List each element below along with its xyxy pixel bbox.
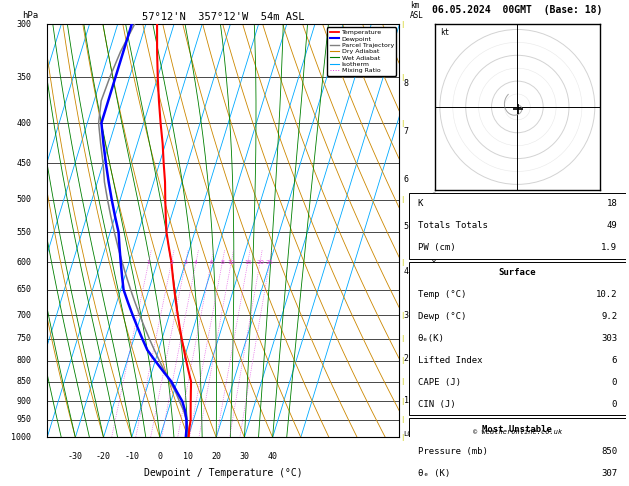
Text: 10: 10 bbox=[183, 452, 193, 461]
Text: 0: 0 bbox=[612, 378, 617, 387]
Text: 9.2: 9.2 bbox=[601, 312, 617, 321]
Text: θₑ (K): θₑ (K) bbox=[418, 469, 450, 478]
Text: 6: 6 bbox=[404, 175, 409, 184]
Text: Temp (°C): Temp (°C) bbox=[418, 290, 466, 299]
Text: Mixing Ratio (g/kg): Mixing Ratio (g/kg) bbox=[431, 191, 438, 271]
Text: Surface: Surface bbox=[499, 268, 536, 278]
Text: 7: 7 bbox=[404, 127, 409, 137]
Text: hPa: hPa bbox=[23, 11, 38, 20]
Text: 10: 10 bbox=[227, 260, 235, 265]
Text: LCL: LCL bbox=[404, 431, 416, 436]
Text: 650: 650 bbox=[16, 285, 31, 294]
Text: 850: 850 bbox=[601, 447, 617, 456]
Text: -10: -10 bbox=[124, 452, 139, 461]
Text: PW (cm): PW (cm) bbox=[418, 243, 455, 252]
Text: 8: 8 bbox=[220, 260, 225, 265]
Text: θₑ(K): θₑ(K) bbox=[418, 334, 445, 343]
Text: 3: 3 bbox=[184, 260, 187, 265]
Text: © weatheronline.co.uk: © weatheronline.co.uk bbox=[473, 429, 562, 435]
Bar bbox=[409, 193, 626, 259]
Text: 600: 600 bbox=[16, 258, 31, 267]
Text: 40: 40 bbox=[267, 452, 277, 461]
Text: Lifted Index: Lifted Index bbox=[418, 356, 482, 365]
Text: |: | bbox=[401, 196, 404, 203]
Text: 0: 0 bbox=[612, 399, 617, 409]
Text: 4: 4 bbox=[404, 267, 409, 276]
Text: -20: -20 bbox=[96, 452, 111, 461]
Text: km
ASL: km ASL bbox=[410, 1, 424, 20]
Text: 0: 0 bbox=[157, 452, 162, 461]
Text: 1.9: 1.9 bbox=[601, 243, 617, 252]
Text: CIN (J): CIN (J) bbox=[418, 399, 455, 409]
Text: |: | bbox=[401, 120, 404, 126]
Text: 2: 2 bbox=[170, 260, 174, 265]
Text: 750: 750 bbox=[16, 334, 31, 343]
Text: 49: 49 bbox=[606, 221, 617, 230]
Text: 4: 4 bbox=[194, 260, 198, 265]
Text: 1: 1 bbox=[147, 260, 151, 265]
Text: 6: 6 bbox=[612, 356, 617, 365]
Text: 8: 8 bbox=[404, 79, 409, 87]
Text: |: | bbox=[401, 259, 404, 266]
Text: 450: 450 bbox=[16, 159, 31, 168]
Text: CAPE (J): CAPE (J) bbox=[418, 378, 460, 387]
Text: 300: 300 bbox=[16, 20, 31, 29]
Text: 303: 303 bbox=[601, 334, 617, 343]
Text: Dewp (°C): Dewp (°C) bbox=[418, 312, 466, 321]
Text: Most Unstable: Most Unstable bbox=[482, 425, 552, 434]
Title: 57°12'N  357°12'W  54m ASL: 57°12'N 357°12'W 54m ASL bbox=[142, 12, 304, 22]
Text: 3: 3 bbox=[404, 311, 409, 320]
Bar bbox=[409, 418, 626, 486]
Text: 1: 1 bbox=[404, 396, 409, 405]
Text: 800: 800 bbox=[16, 356, 31, 365]
Text: K: K bbox=[418, 199, 423, 208]
Text: 307: 307 bbox=[601, 469, 617, 478]
Text: |: | bbox=[401, 21, 404, 28]
Text: |: | bbox=[401, 74, 404, 81]
Text: 400: 400 bbox=[16, 119, 31, 127]
Text: |: | bbox=[401, 357, 404, 364]
Text: 20: 20 bbox=[211, 452, 221, 461]
Text: Pressure (mb): Pressure (mb) bbox=[418, 447, 487, 456]
Text: -30: -30 bbox=[68, 452, 83, 461]
Text: 850: 850 bbox=[16, 377, 31, 386]
Text: 700: 700 bbox=[16, 311, 31, 319]
Text: |: | bbox=[401, 398, 404, 405]
Text: |: | bbox=[401, 335, 404, 342]
Text: 15: 15 bbox=[244, 260, 252, 265]
Text: 20: 20 bbox=[256, 260, 264, 265]
Text: |: | bbox=[401, 417, 404, 423]
Legend: Temperature, Dewpoint, Parcel Trajectory, Dry Adiabat, Wet Adiabat, Isotherm, Mi: Temperature, Dewpoint, Parcel Trajectory… bbox=[327, 27, 396, 76]
Text: 25: 25 bbox=[265, 260, 274, 265]
Text: 5: 5 bbox=[404, 222, 409, 230]
Text: 500: 500 bbox=[16, 195, 31, 204]
Text: 6: 6 bbox=[209, 260, 213, 265]
Text: Totals Totals: Totals Totals bbox=[418, 221, 487, 230]
Text: 30: 30 bbox=[240, 452, 250, 461]
Text: 550: 550 bbox=[16, 228, 31, 237]
Text: 1000: 1000 bbox=[11, 433, 31, 442]
Text: |: | bbox=[401, 434, 404, 441]
Text: 900: 900 bbox=[16, 397, 31, 406]
Text: kt: kt bbox=[440, 28, 449, 36]
Text: |: | bbox=[401, 378, 404, 385]
Text: 2: 2 bbox=[404, 354, 409, 363]
Text: 06.05.2024  00GMT  (Base: 18): 06.05.2024 00GMT (Base: 18) bbox=[432, 5, 603, 15]
Text: 950: 950 bbox=[16, 416, 31, 424]
Text: |: | bbox=[401, 312, 404, 318]
Text: 350: 350 bbox=[16, 73, 31, 82]
Text: Dewpoint / Temperature (°C): Dewpoint / Temperature (°C) bbox=[144, 469, 303, 478]
Text: 10.2: 10.2 bbox=[596, 290, 617, 299]
Bar bbox=[409, 262, 626, 415]
Text: 18: 18 bbox=[606, 199, 617, 208]
